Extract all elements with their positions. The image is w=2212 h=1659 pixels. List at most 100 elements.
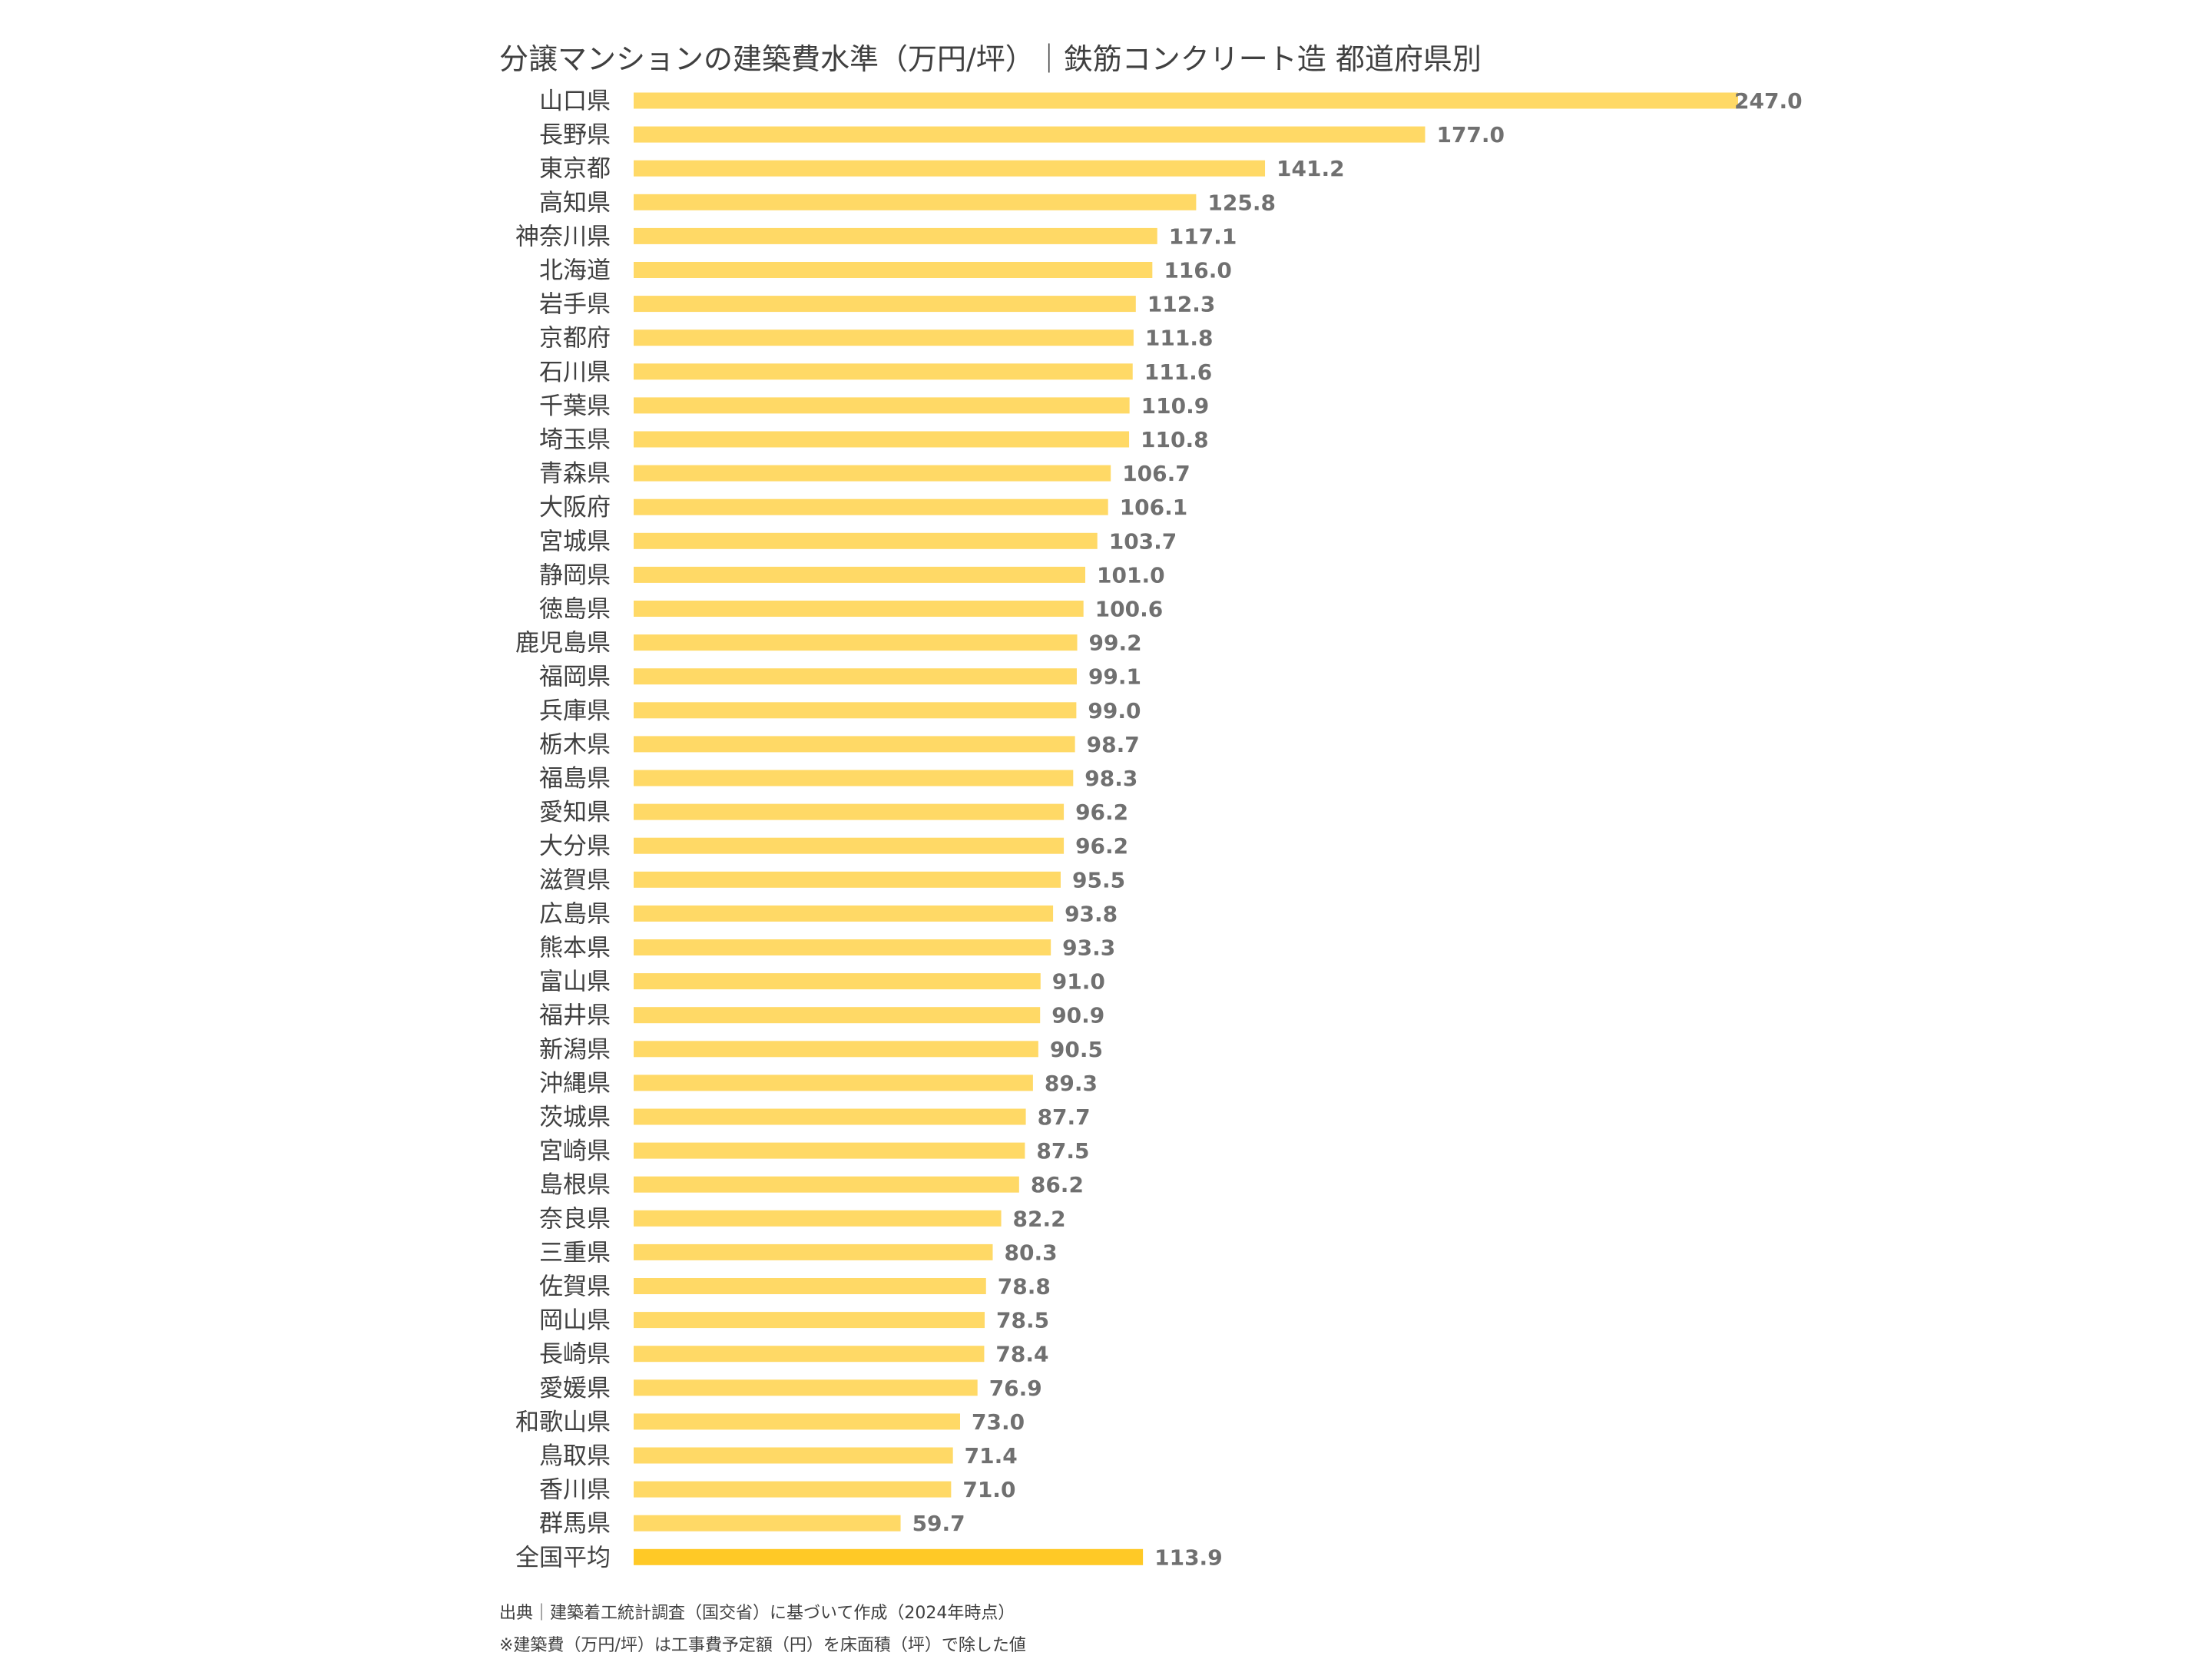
bar: [634, 1243, 993, 1260]
value-label: 93.8: [1065, 901, 1118, 926]
category-label: 佐賀県: [539, 1273, 611, 1301]
category-label: 北海道: [539, 257, 611, 285]
value-label: 90.9: [1051, 1003, 1104, 1028]
category-label: 徳島県: [539, 596, 611, 624]
category-label: 長崎県: [539, 1341, 611, 1369]
value-label: 110.8: [1141, 427, 1209, 452]
value-label: 99.1: [1088, 664, 1141, 690]
category-label: 大阪府: [539, 494, 611, 522]
bar: [634, 194, 1197, 210]
value-label: 98.3: [1084, 766, 1137, 791]
category-label: 鹿児島県: [515, 630, 611, 657]
value-label: 90.5: [1050, 1037, 1103, 1062]
category-label: 沖縄県: [539, 1070, 611, 1098]
category-label: 愛媛県: [539, 1375, 611, 1402]
category-label: 宮崎県: [539, 1137, 611, 1165]
value-label: 103.7: [1109, 528, 1177, 554]
value-label: 106.1: [1120, 495, 1188, 520]
value-label: 76.9: [989, 1376, 1042, 1401]
category-label: 長野県: [539, 121, 611, 149]
bar: [634, 566, 1086, 583]
category-label: 福井県: [539, 1002, 611, 1030]
category-label: 三重県: [539, 1239, 611, 1267]
chart-title: 分譲マンションの建築費水準（万円/坪）｜鉄筋コンクリート造 都道府県別: [499, 42, 1482, 76]
method-note: ※建築費（万円/坪）は工事費予定額（円）を床面積（坪）で除した値: [499, 1636, 1026, 1655]
category-label: 神奈川県: [515, 223, 611, 250]
category-label: 福岡県: [539, 664, 611, 691]
bar: [634, 1548, 1144, 1565]
value-label: 99.0: [1088, 698, 1141, 724]
category-label: 鳥取県: [539, 1442, 611, 1470]
value-label: 125.8: [1207, 190, 1276, 215]
bar: [634, 668, 1077, 685]
value-label: 117.1: [1169, 224, 1237, 249]
value-label: 101.0: [1097, 562, 1165, 588]
bar: [634, 296, 1136, 313]
category-label: 富山県: [539, 969, 611, 996]
category-label: 香川県: [539, 1476, 611, 1504]
bar: [634, 262, 1153, 278]
bar: [634, 160, 1266, 177]
value-label: 112.3: [1147, 292, 1216, 317]
value-label: 86.2: [1031, 1172, 1084, 1197]
value-label: 116.0: [1164, 258, 1232, 283]
value-label: 82.2: [1013, 1206, 1066, 1231]
bar: [634, 431, 1130, 448]
bar: [634, 126, 1426, 143]
bar: [634, 1075, 1033, 1091]
category-label: 千葉県: [539, 392, 611, 420]
bar: [634, 601, 1084, 617]
value-label: 87.7: [1038, 1104, 1091, 1130]
value-label: 78.5: [996, 1308, 1049, 1333]
value-label: 96.2: [1075, 833, 1128, 859]
category-label: 兵庫県: [539, 697, 611, 725]
value-label: 141.2: [1277, 156, 1345, 181]
bar: [634, 1346, 985, 1363]
category-label: 群馬県: [539, 1510, 611, 1538]
value-label: 113.9: [1154, 1545, 1223, 1570]
value-label: 177.0: [1436, 122, 1505, 147]
value-label: 59.7: [912, 1511, 965, 1536]
bar: [634, 1413, 960, 1430]
bar: [634, 1176, 1019, 1193]
value-label: 111.6: [1144, 359, 1213, 385]
bar: [634, 634, 1078, 651]
category-label: 青森県: [539, 460, 611, 488]
category-label: 福島県: [539, 765, 611, 793]
category-label: 全国平均: [515, 1544, 611, 1571]
bar: [634, 770, 1074, 786]
value-label: 95.5: [1072, 867, 1125, 892]
category-label: 静岡県: [539, 561, 611, 589]
bar: [634, 803, 1065, 820]
bar: [634, 1447, 953, 1464]
value-label: 110.9: [1141, 393, 1210, 419]
bar: [634, 1515, 901, 1532]
bar: [634, 871, 1061, 888]
bar: [634, 1278, 986, 1294]
value-label: 100.6: [1095, 597, 1164, 622]
bar: [634, 973, 1041, 990]
bar: [634, 1312, 985, 1329]
bar: [634, 227, 1157, 244]
bar: [634, 465, 1111, 482]
category-label: 栃木県: [539, 731, 611, 759]
category-label: 山口県: [539, 88, 611, 115]
bar: [634, 92, 1738, 109]
category-label: 大分県: [539, 833, 611, 860]
value-label: 73.0: [972, 1409, 1025, 1435]
value-label: 96.2: [1075, 800, 1128, 825]
value-label: 87.5: [1036, 1138, 1089, 1164]
category-label: 滋賀県: [539, 866, 611, 894]
bar: [634, 1108, 1026, 1125]
value-label: 71.4: [965, 1443, 1018, 1469]
bar: [634, 905, 1054, 922]
category-label: 石川県: [539, 359, 611, 386]
category-label: 岩手県: [539, 291, 611, 319]
bar: [634, 1210, 1002, 1227]
value-label: 91.0: [1052, 969, 1105, 995]
bar: [634, 1379, 978, 1396]
value-label: 111.8: [1145, 326, 1214, 351]
bar-chart: 山口県 247.0 長野県 177.0 東京都 141.2 高知県 125.8 神奈川県 117.…: [515, 88, 1803, 1571]
category-label: 高知県: [539, 189, 611, 217]
bar: [634, 532, 1098, 549]
